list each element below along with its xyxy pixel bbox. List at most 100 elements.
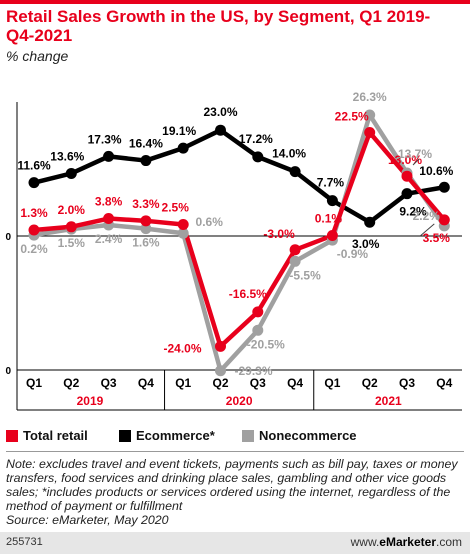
data-point <box>326 230 338 242</box>
data-label: 19.1% <box>162 124 196 138</box>
data-label: 17.3% <box>88 132 122 146</box>
legend-label-total-retail: Total retail <box>23 428 88 443</box>
data-label: 2.5% <box>162 201 190 215</box>
data-label: 3.8% <box>95 195 123 209</box>
x-tick-label: Q2 <box>212 376 228 390</box>
data-label: 3.3% <box>132 197 160 211</box>
footer-divider <box>6 451 464 452</box>
data-label: -20.5% <box>247 337 285 351</box>
data-point <box>65 221 77 233</box>
chart-note: Note: excludes travel and event tickets,… <box>6 457 458 513</box>
series-lines <box>33 112 447 374</box>
data-point <box>252 324 264 336</box>
data-label: 13.7% <box>398 147 432 161</box>
data-label: 7.7% <box>317 176 345 190</box>
data-label: 22.5% <box>335 110 369 124</box>
data-label: 1.5% <box>58 236 86 250</box>
data-label: 3.0% <box>352 237 380 251</box>
data-label: -16.5% <box>229 287 267 301</box>
x-year-label: 2020 <box>226 394 253 408</box>
data-label: 13.6% <box>50 149 84 163</box>
data-point <box>177 219 189 230</box>
data-point <box>65 167 77 179</box>
x-axis-labels: Q1 Q2 Q3 Q4 Q1 Q2 Q3 Q4 Q1 Q2 Q3 Q4 2019 2020 2021 <box>26 376 453 408</box>
x-tick-label: Q1 <box>175 376 191 390</box>
data-point <box>177 142 189 154</box>
data-point <box>140 223 152 235</box>
x-tick-label: Q1 <box>26 376 42 390</box>
series-points <box>28 109 450 377</box>
data-labels: 1.3% 2.0% 3.8% 3.3% 2.5% -24.0% -16.5% -3.0% 0.1… <box>17 90 453 378</box>
data-label: 2.4% <box>95 232 123 246</box>
data-label: 2.2% <box>413 209 441 223</box>
x-tick-label: Q4 <box>287 376 303 390</box>
data-label: 11.6% <box>17 159 51 173</box>
data-point <box>252 151 264 163</box>
data-label: 23.0% <box>203 105 237 119</box>
data-label: 9.2% <box>399 205 427 219</box>
data-label: -3.0% <box>263 227 295 241</box>
data-label: 26.3% <box>353 90 387 104</box>
y-tick-label-lower: 0 <box>5 366 11 377</box>
data-label: 0.2% <box>20 242 48 256</box>
data-point <box>438 181 450 193</box>
series-line <box>33 130 447 349</box>
leader-line <box>412 158 420 166</box>
data-point <box>140 215 152 227</box>
data-label: 1.6% <box>132 236 160 250</box>
data-point <box>364 109 376 121</box>
data-label: 3.5% <box>423 231 451 245</box>
data-label: 0.1% <box>315 212 343 226</box>
chart-axes: 00 <box>5 102 462 411</box>
brand-logo: www.eMarketer.com <box>351 535 462 549</box>
data-point <box>103 213 115 225</box>
x-tick-label: Q3 <box>399 376 415 390</box>
chart-id: 255731 <box>6 536 43 548</box>
data-label: 1.3% <box>20 206 48 220</box>
x-tick-label: Q1 <box>324 376 340 390</box>
data-label: -0.9% <box>337 247 369 261</box>
data-point <box>401 170 413 182</box>
data-point <box>28 224 40 236</box>
chart-title: Retail Sales Growth in the US, by Segmen… <box>6 7 431 45</box>
data-point <box>289 244 301 256</box>
brand-name: eMarketer <box>379 535 436 549</box>
chart-subtitle: % change <box>6 48 69 64</box>
y-tick-label-upper: 0 <box>5 232 11 243</box>
data-point <box>215 365 226 377</box>
data-point <box>103 150 115 162</box>
data-label: 14.0% <box>272 147 306 161</box>
x-year-label: 2019 <box>77 394 104 408</box>
data-point <box>289 166 301 178</box>
leader-line <box>419 223 435 237</box>
accent-bar <box>0 0 470 4</box>
data-label: -5.5% <box>289 268 321 282</box>
data-label: 16.4% <box>129 137 163 151</box>
data-label: 2.0% <box>58 203 86 217</box>
legend-label-ecommerce: Ecommerce* <box>136 428 215 443</box>
data-point <box>252 306 264 318</box>
legend-swatch-nonecommerce <box>242 430 254 442</box>
legend-label-nonecommerce: Nonecommerce <box>259 428 357 443</box>
data-label: 0.6% <box>196 215 224 229</box>
brand-suffix: .com <box>435 535 462 549</box>
x-tick-label: Q4 <box>138 376 154 390</box>
x-tick-label: Q3 <box>101 376 117 390</box>
data-point <box>28 177 40 189</box>
data-point <box>177 227 189 239</box>
data-point <box>326 195 338 207</box>
data-point <box>364 216 376 228</box>
x-year-label: 2021 <box>375 394 402 408</box>
footer-bar <box>0 532 470 554</box>
data-point <box>140 155 152 167</box>
x-tick-label: Q2 <box>63 376 79 390</box>
data-point <box>364 127 376 138</box>
series-line <box>33 112 447 374</box>
legend-swatch-total-retail <box>6 430 18 442</box>
data-point <box>215 124 226 136</box>
data-point <box>289 255 301 267</box>
brand-prefix: www. <box>350 535 380 549</box>
x-tick-label: Q3 <box>250 376 266 390</box>
series-line <box>33 127 445 225</box>
line-chart: 00 1.3% 2.0%3.8% 3.3% 2.5%-24.0%-16.5%-3.0%… <box>5 90 462 411</box>
